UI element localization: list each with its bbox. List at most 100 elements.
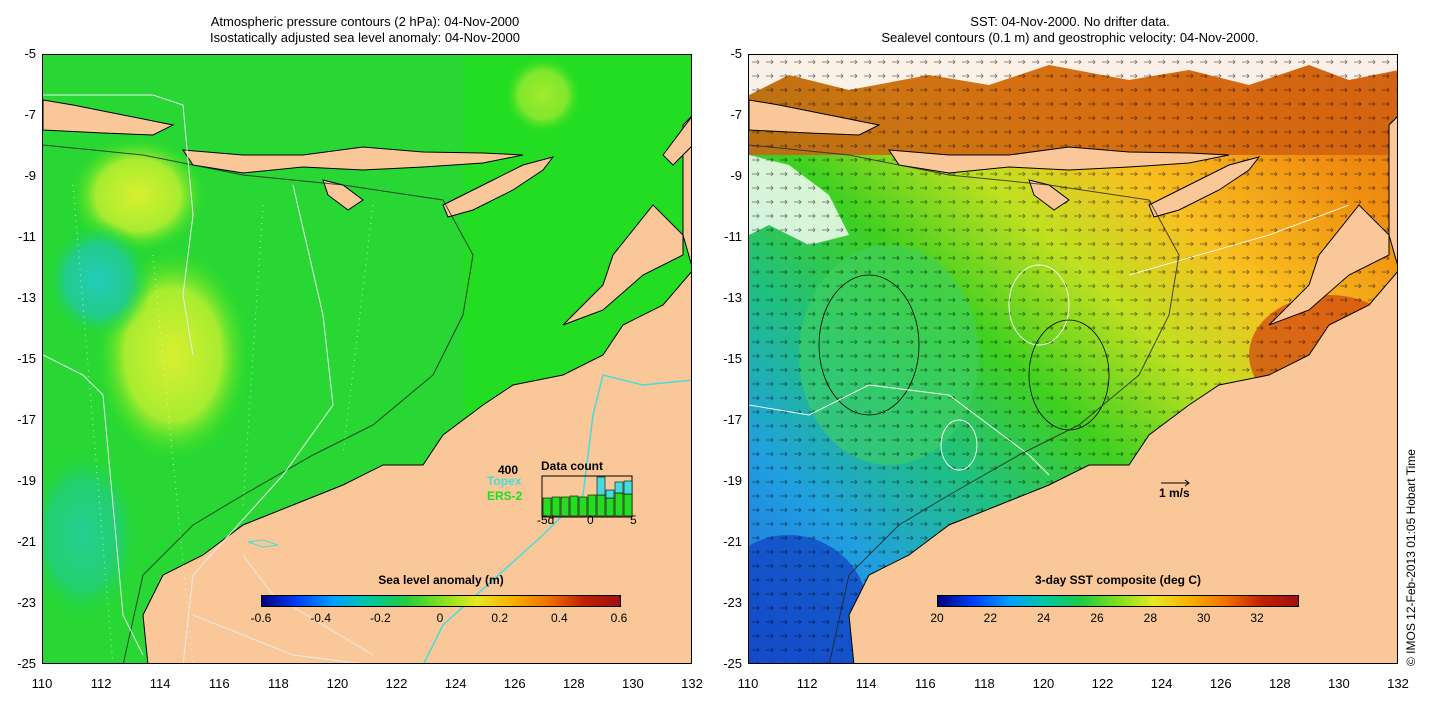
x-tick-label: 120	[1032, 676, 1055, 691]
data-count-tick-start: -5d	[537, 513, 555, 527]
right-title: SST: 04-Nov-2000. No drifter data. Seale…	[745, 14, 1395, 46]
topex-legend-label: Topex	[487, 474, 522, 488]
y-tick-label: -21	[723, 534, 742, 549]
ers2-count-bar	[596, 494, 606, 517]
y-tick-label: -13	[723, 290, 742, 305]
low-anomaly-blob	[43, 445, 143, 625]
y-tick-label: -11	[18, 229, 36, 244]
y-tick-label: -13	[17, 290, 36, 305]
x-tick-label: 128	[562, 676, 585, 691]
colorbar-tick-label: 32	[1250, 611, 1264, 625]
low-anomaly-blob	[43, 220, 153, 340]
sst-colorbar-title: 3-day SST composite (deg C)	[1034, 573, 1202, 587]
australia-north-land	[1268, 116, 1397, 326]
data-count-max-label: 400	[498, 463, 519, 477]
ers2-count-bar	[614, 492, 624, 517]
sla-colorbar	[261, 595, 621, 607]
y-tick-label: -21	[17, 534, 36, 549]
ers2-count-bar	[605, 497, 615, 517]
y-tick-label: -17	[723, 412, 742, 427]
right-title-line2: Sealevel contours (0.1 m) and geostrophi…	[881, 30, 1259, 45]
y-tick-label: -11	[724, 229, 742, 244]
topex-count-bar	[614, 481, 624, 494]
sst-map: 1 m/s 3-day SST composite (deg C) 20 22 24…	[748, 54, 1398, 664]
ers2-legend-label: ERS-2	[487, 489, 523, 503]
nusa-tenggara-islands	[888, 146, 1230, 174]
velocity-scale-arrow	[1161, 479, 1190, 487]
left-title-line2: Isostatically adjusted sea level anomaly…	[209, 30, 520, 45]
y-tick-label: -15	[723, 351, 742, 366]
x-tick-label: 114	[149, 676, 171, 691]
topex-count-bar	[596, 476, 606, 496]
java-island	[749, 99, 881, 136]
ers2-count-bar	[560, 496, 570, 517]
colorbar-tick-label: 0.2	[491, 611, 508, 625]
x-tick-label: 122	[385, 676, 408, 691]
topex-count-bar	[623, 480, 633, 495]
y-tick-label: -23	[723, 595, 742, 610]
data-count-chart	[541, 475, 633, 518]
x-tick-label: 118	[973, 676, 995, 691]
x-tick-label: 112	[90, 676, 112, 691]
x-tick-label: 116	[914, 676, 936, 691]
y-tick-label: -9	[24, 168, 36, 183]
x-tick-label: 126	[1209, 676, 1232, 691]
y-tick-label: -25	[723, 656, 742, 671]
x-tick-label: 126	[503, 676, 526, 691]
x-tick-label: 132	[1387, 676, 1409, 691]
y-tick-label: -9	[730, 168, 742, 183]
x-tick-label: 124	[444, 676, 467, 691]
y-tick-label: -7	[730, 107, 742, 122]
x-tick-label: 116	[208, 676, 230, 691]
colorbar-tick-label: -0.2	[369, 611, 391, 625]
right-title-line1: SST: 04-Nov-2000. No drifter data.	[970, 14, 1170, 29]
data-count-title: Data count	[541, 459, 604, 473]
x-tick-label: 130	[1328, 676, 1350, 691]
island	[662, 116, 691, 166]
colorbar-tick-label: -0.4	[310, 611, 331, 625]
timor-island	[442, 156, 555, 218]
y-tick-label: -15	[17, 351, 36, 366]
left-title: Atmospheric pressure contours (2 hPa): 0…	[40, 14, 690, 46]
x-tick-label: 112	[796, 676, 818, 691]
colorbar-tick-label: 22	[983, 611, 997, 625]
colorbar-tick-label: 28	[1143, 611, 1157, 625]
x-tick-label: 132	[681, 676, 703, 691]
australia-land	[142, 271, 691, 663]
colorbar-tick-label: 0.4	[550, 611, 568, 625]
ers2-count-bar	[569, 495, 579, 517]
y-tick-label: -19	[723, 473, 742, 488]
velocity-scale-label: 1 m/s	[1159, 486, 1190, 500]
sla-colorbar-title: Sea level anomaly (m)	[378, 573, 504, 587]
colorbar-tick-label: 24	[1036, 611, 1051, 625]
x-tick-label: 118	[267, 676, 289, 691]
data-count-tick-end: 5	[630, 513, 637, 527]
colorbar-tick-label: 0	[436, 611, 444, 625]
y-tick-label: -7	[24, 107, 36, 122]
ers2-count-bar	[542, 497, 552, 517]
colorbar-tick-label: 26	[1090, 611, 1104, 625]
ers2-count-bar	[587, 494, 597, 517]
ers2-count-bar	[578, 496, 588, 517]
colorbar-tick-label: -0.6	[250, 611, 272, 625]
y-tick-label: -5	[24, 46, 36, 61]
copyright-text: © IMOS 12-Feb-2013 01:05 Hobart Time	[1404, 449, 1418, 666]
sea-level-anomaly-map: Data count 400 Topex ERS-2 -5d 0 5 Sea l…	[42, 54, 692, 664]
topex-count-bar	[605, 489, 615, 499]
x-tick-label: 114	[855, 676, 877, 691]
x-tick-label: 130	[622, 676, 644, 691]
x-tick-label: 120	[326, 676, 349, 691]
y-tick-label: -17	[17, 412, 36, 427]
australia-land	[848, 271, 1397, 663]
left-title-line1: Atmospheric pressure contours (2 hPa): 0…	[210, 14, 520, 29]
nusa-tenggara-islands	[182, 146, 524, 174]
high-anomaly-blob	[503, 55, 583, 135]
x-tick-label: 122	[1091, 676, 1114, 691]
y-tick-label: -25	[17, 656, 36, 671]
australia-north-land	[562, 116, 691, 326]
java-island	[43, 99, 175, 136]
timor-island	[1148, 156, 1261, 218]
ers2-count-bar	[551, 496, 561, 517]
x-tick-label: 110	[737, 676, 759, 691]
sst-colorbar	[937, 595, 1299, 607]
